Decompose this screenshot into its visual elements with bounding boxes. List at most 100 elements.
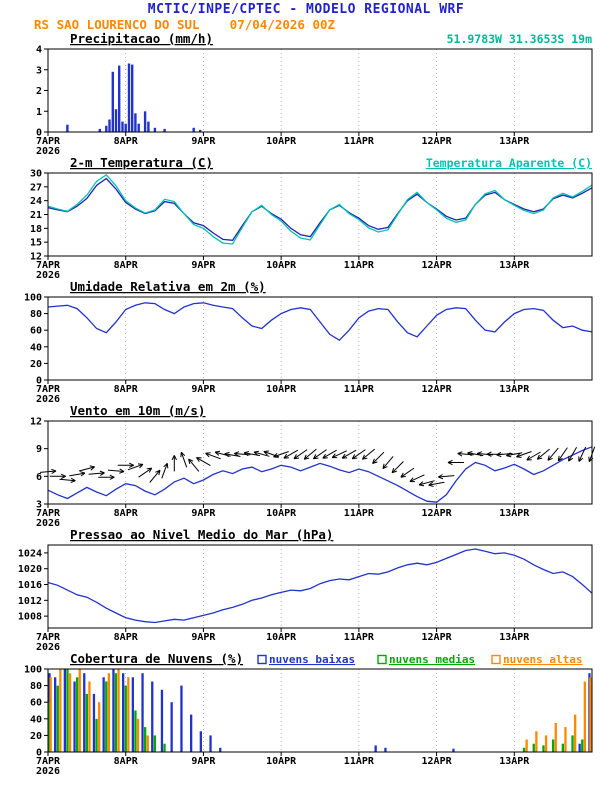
cloud-bar bbox=[78, 669, 81, 752]
x-tick-label: 8APR bbox=[114, 260, 139, 271]
year-label: 2026 bbox=[36, 270, 60, 280]
x-tick-label: 13APR bbox=[499, 136, 530, 147]
x-tick-label: 11APR bbox=[344, 384, 375, 395]
cloud-bar bbox=[146, 735, 149, 752]
precip-bar bbox=[137, 123, 140, 132]
wind-barb bbox=[557, 447, 568, 462]
legend-swatch bbox=[377, 654, 387, 665]
year-label: 2026 bbox=[36, 766, 60, 776]
x-tick-label: 10APR bbox=[266, 260, 297, 271]
x-tick-label: 8APR bbox=[114, 136, 139, 147]
y-tick-label: 60 bbox=[30, 326, 42, 337]
x-tick-label: 12APR bbox=[422, 260, 453, 271]
wind-barb bbox=[196, 457, 211, 467]
wind-barb bbox=[78, 465, 95, 472]
x-tick-label: 9APR bbox=[191, 384, 216, 395]
x-tick-label: 7APR bbox=[36, 260, 61, 271]
cloud-bar bbox=[544, 735, 548, 752]
x-tick-label: 7APR bbox=[36, 384, 61, 395]
x-tick-label: 11APR bbox=[344, 136, 375, 147]
cloud-bar bbox=[374, 745, 377, 752]
wind-barb bbox=[180, 451, 188, 468]
cloud-bar bbox=[131, 677, 134, 752]
line-series bbox=[47, 302, 593, 342]
cloud-bar bbox=[163, 743, 166, 752]
y-tick-label: 1008 bbox=[18, 612, 42, 623]
wind-barb bbox=[428, 481, 445, 487]
cloud-bar bbox=[95, 718, 98, 752]
precip-bar bbox=[192, 127, 195, 132]
panel-title: Precipitacao (mm/h) bbox=[70, 32, 213, 46]
x-tick-label: 10APR bbox=[266, 384, 297, 395]
wind-barb bbox=[214, 450, 231, 457]
x-tick-label: 9APR bbox=[191, 260, 216, 271]
x-tick-label: 8APR bbox=[114, 384, 139, 395]
wind-barb bbox=[382, 456, 394, 470]
wind-barb bbox=[400, 467, 415, 478]
y-tick-label: 100 bbox=[24, 665, 42, 676]
wind-barb bbox=[391, 461, 404, 474]
x-tick-label: 9APR bbox=[191, 756, 216, 767]
cloud-bar bbox=[532, 743, 535, 752]
y-tick-label: 40 bbox=[30, 342, 42, 353]
cloud-bar bbox=[122, 673, 125, 752]
cloud-bar bbox=[136, 718, 140, 752]
panel-right-label: Temperatura Aparente (C) bbox=[426, 156, 592, 170]
cloud-bar bbox=[542, 745, 545, 752]
wind-barb bbox=[438, 474, 455, 480]
x-tick-label: 11APR bbox=[344, 260, 375, 271]
y-tick-label: 24 bbox=[30, 196, 42, 207]
cloud-bar bbox=[144, 727, 147, 752]
plot-frame bbox=[47, 296, 593, 381]
y-tick-label: 20 bbox=[30, 731, 42, 742]
grid bbox=[125, 545, 515, 628]
cloud-bar bbox=[581, 739, 584, 752]
x-tick-label: 11APR bbox=[344, 508, 375, 519]
y-tick-label: 9 bbox=[36, 444, 42, 455]
cloud-bar bbox=[151, 681, 154, 752]
cloud-bar bbox=[56, 685, 59, 752]
cloud-bar bbox=[107, 673, 110, 752]
wind-barb bbox=[547, 447, 559, 461]
x-tick-label: 12APR bbox=[422, 508, 453, 519]
x-tick-label: 8APR bbox=[114, 632, 139, 643]
y-tick-label: 15 bbox=[30, 238, 42, 249]
precip-bar bbox=[199, 129, 202, 132]
wind-barb bbox=[578, 446, 587, 462]
y-tick-label: 30 bbox=[30, 169, 42, 180]
precip-bar bbox=[98, 128, 101, 132]
y-tick-label: 0 bbox=[36, 128, 42, 139]
wind-barb bbox=[457, 451, 474, 457]
x-tick-label: 10APR bbox=[266, 136, 297, 147]
line-series bbox=[47, 446, 593, 503]
cloud-bar bbox=[105, 681, 108, 752]
precip-bar bbox=[111, 71, 114, 132]
panel-title: Cobertura de Nuvens (%) bbox=[70, 652, 243, 666]
wind-barb bbox=[526, 451, 541, 461]
cloud-bar bbox=[88, 681, 91, 752]
wind-barb bbox=[293, 449, 308, 460]
y-tick-label: 2 bbox=[36, 86, 42, 97]
y-tick-label: 12 bbox=[30, 417, 42, 428]
y-tick-label: 40 bbox=[30, 714, 42, 725]
precip-bar bbox=[66, 124, 69, 132]
cloud-bar bbox=[124, 685, 127, 752]
wind-barb bbox=[283, 449, 299, 459]
cloud-bar bbox=[209, 735, 212, 752]
cloud-bar bbox=[98, 702, 101, 752]
wind-barb bbox=[117, 462, 134, 468]
x-tick-label: 7APR bbox=[36, 136, 61, 147]
cloud-bar bbox=[117, 669, 120, 752]
wind-barb bbox=[516, 451, 532, 458]
year-label: 2026 bbox=[36, 642, 60, 652]
legend-label: nuvens medias bbox=[389, 653, 475, 666]
cloud-bar bbox=[561, 743, 564, 752]
y-tick-label: 3 bbox=[36, 65, 42, 76]
